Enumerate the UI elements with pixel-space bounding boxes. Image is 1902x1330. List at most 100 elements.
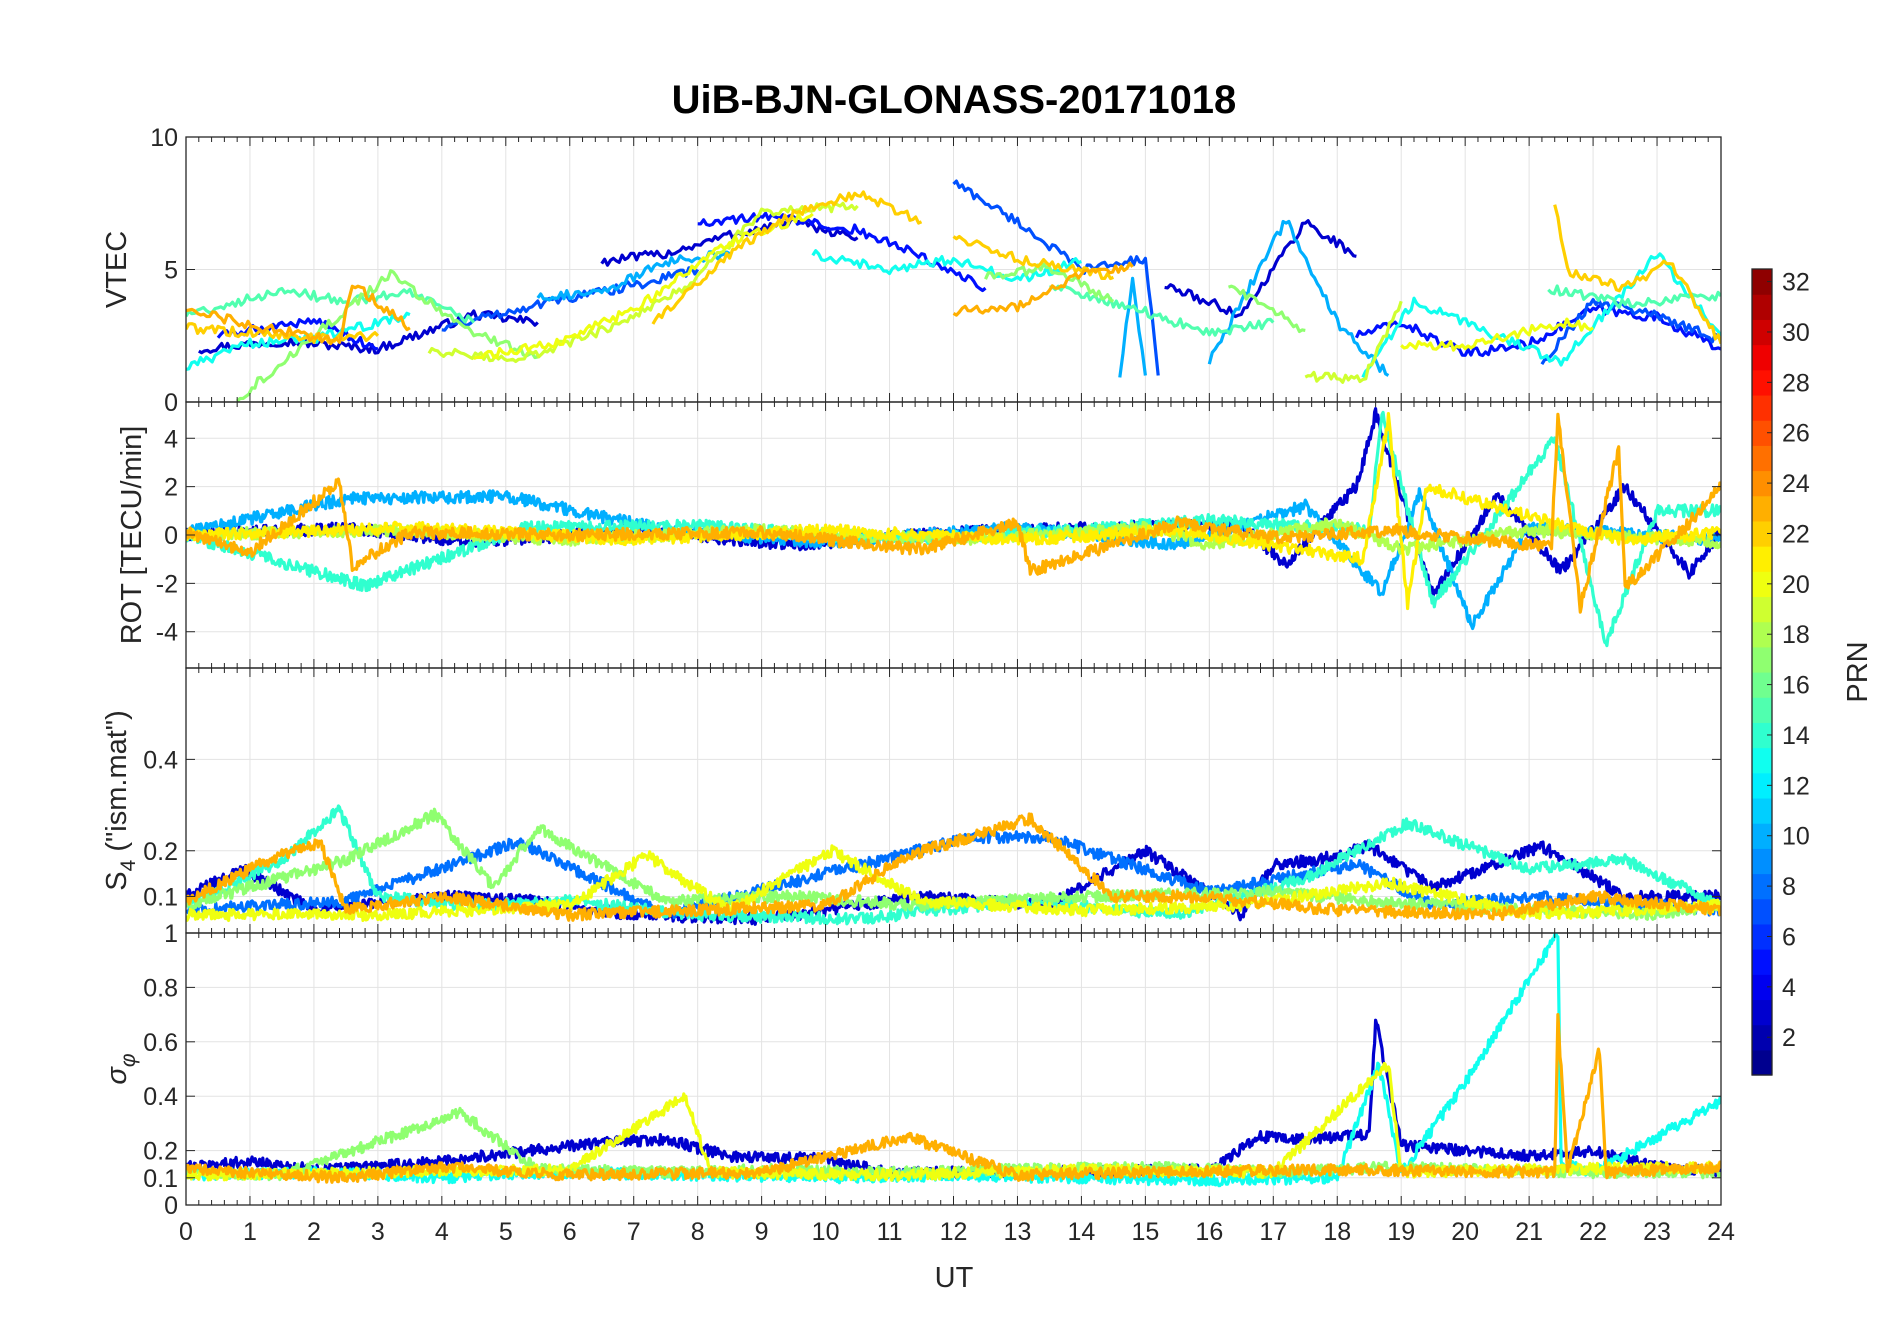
vtec-ytick-label: 10 [150,124,178,152]
colorbar-tick-label: 30 [1782,319,1810,347]
sigmaphi-ytick-label: 0.2 [143,1138,178,1166]
xtick-label: 5 [499,1218,513,1246]
vtec-trace-prn-7 [952,179,1160,376]
vtec-trace-prn-13 [1361,252,1721,378]
rot-y-axis-label: ROT [TECU/min] [116,426,148,645]
xtick-label: 4 [435,1218,449,1246]
colorbar-swatch [1752,445,1772,472]
sigmaphi-ytick-label: 0 [164,1192,178,1220]
sigmaphi-ylabel-main: σ [101,1066,133,1085]
colorbar-tick-label: 28 [1782,369,1810,397]
sigmaphi-ytick-label: 0.6 [143,1029,178,1057]
colorbar-swatch [1752,848,1772,875]
vtec-trace-prn-7 [441,266,700,332]
colorbar-swatch [1752,470,1772,497]
colorbar-swatch [1752,520,1772,547]
colorbar-swatch [1752,495,1772,522]
vtec-trace-prn-15 [1049,283,1275,337]
vtec-trace-prn-22 [952,234,1114,281]
sigmaphi-trace-prn-23 [186,1013,1721,1184]
xtick-label: 21 [1515,1218,1543,1246]
panel-vtec: 0 5 10 VTEC [101,124,1722,417]
colorbar-swatch [1752,646,1772,673]
vtec-trace-prn-13 [811,249,1082,283]
xtick-label: 7 [627,1218,641,1246]
vtec-trace-prn-17 [1228,284,1306,334]
panel-rot: -4 -2 0 2 4 ROT [TECU/min] [116,401,1722,669]
xtick-label: 2 [307,1218,321,1246]
colorbar-swatch [1752,999,1772,1026]
xtick-label: 14 [1068,1218,1096,1246]
colorbar-swatch [1752,571,1772,598]
panel-s4: 0.10.20.4S4 ("ism.mat") [101,667,1722,934]
colorbar-tick-label: 2 [1782,1024,1796,1052]
sigmaphi-series [186,933,1721,1188]
colorbar-swatch [1752,1024,1772,1051]
vtec-ytick-label: 5 [164,257,178,285]
colorbar-swatch [1752,672,1772,698]
colorbar-swatch [1752,873,1772,900]
colorbar-swatch [1752,823,1772,849]
s4-ylabel-rest: ("ism.mat") [101,710,133,859]
colorbar-tick-label: 20 [1782,571,1810,599]
rot-ytick-label: -4 [156,619,178,647]
vtec-ytick-label: 0 [164,389,178,417]
vtec-trace-prn-7 [1540,298,1721,366]
s4-ylabel-sub: 4 [117,859,140,871]
vtec-trace-prn-3 [1164,219,1357,319]
rot-ytick-label: -2 [156,570,178,598]
vtec-series [186,179,1721,402]
colorbar-tick-label: 24 [1782,470,1810,498]
vtec-trace-prn-15 [186,286,476,324]
xtick-label: 3 [371,1218,385,1246]
xtick-label: 10 [812,1218,840,1246]
vtec-trace-prn-22 [1553,204,1721,345]
colorbar-swatch [1752,596,1772,623]
colorbar-swatch [1752,974,1772,1001]
colorbar-swatch [1752,797,1772,824]
colorbar-swatch [1752,697,1772,723]
rot-series [186,407,1721,648]
rot-ytick-label: 4 [164,425,178,453]
s4-grid [185,668,1722,933]
xtick-label: 19 [1387,1218,1415,1246]
vtec-trace-prn-17 [984,262,1115,303]
xtick-label: 18 [1323,1218,1351,1246]
xtick-label: 0 [179,1218,193,1246]
colorbar-tick-label: 18 [1782,621,1810,649]
vtec-trace-prn-10 [536,250,731,302]
colorbar-tick-label: 32 [1782,269,1810,297]
vtec-y-axis-label: VTEC [101,231,133,308]
xtick-label: 20 [1451,1218,1479,1246]
colorbar-swatch [1752,344,1772,371]
xtick-label: 8 [691,1218,705,1246]
vtec-trace-prn-22 [651,190,923,325]
s4-ytick-label: 0.2 [143,838,178,866]
vtec-trace-prn-20 [473,212,814,361]
colorbar-swatch [1752,394,1772,421]
sigmaphi-ylabel-sub: φ [117,1053,140,1067]
vtec-trace-prn-19 [1304,300,1403,384]
colorbar-tick-label: 4 [1782,974,1796,1002]
colorbar-tick-label: 6 [1782,923,1796,951]
rot-trace-prn-10 [186,487,1721,631]
rot-ytick-label: 2 [164,474,178,502]
colorbar-tick-label: 22 [1782,520,1810,548]
colorbar-swatch [1752,369,1772,396]
colorbar-swatch [1752,722,1772,749]
colorbar-frame [1751,268,1773,1076]
sigmaphi-ytick-label: 0.1 [143,1165,178,1193]
colorbar-swatch [1752,1049,1772,1076]
s4-trace-prn-20 [186,844,1721,922]
vtec-trace-prn-10 [1118,276,1147,378]
colorbar-tick-label: 14 [1782,722,1810,750]
sigmaphi-ytick-label: 0.8 [143,974,178,1002]
x-axis-label: UT [935,1262,974,1294]
sigmaphi-ytick-label: 1 [164,920,178,948]
xtick-label: 15 [1131,1218,1159,1246]
vtec-trace-prn-23 [952,261,1134,317]
chart-title: UiB-BJN-GLONASS-20171018 [672,78,1237,122]
xtick-label: 17 [1259,1218,1287,1246]
